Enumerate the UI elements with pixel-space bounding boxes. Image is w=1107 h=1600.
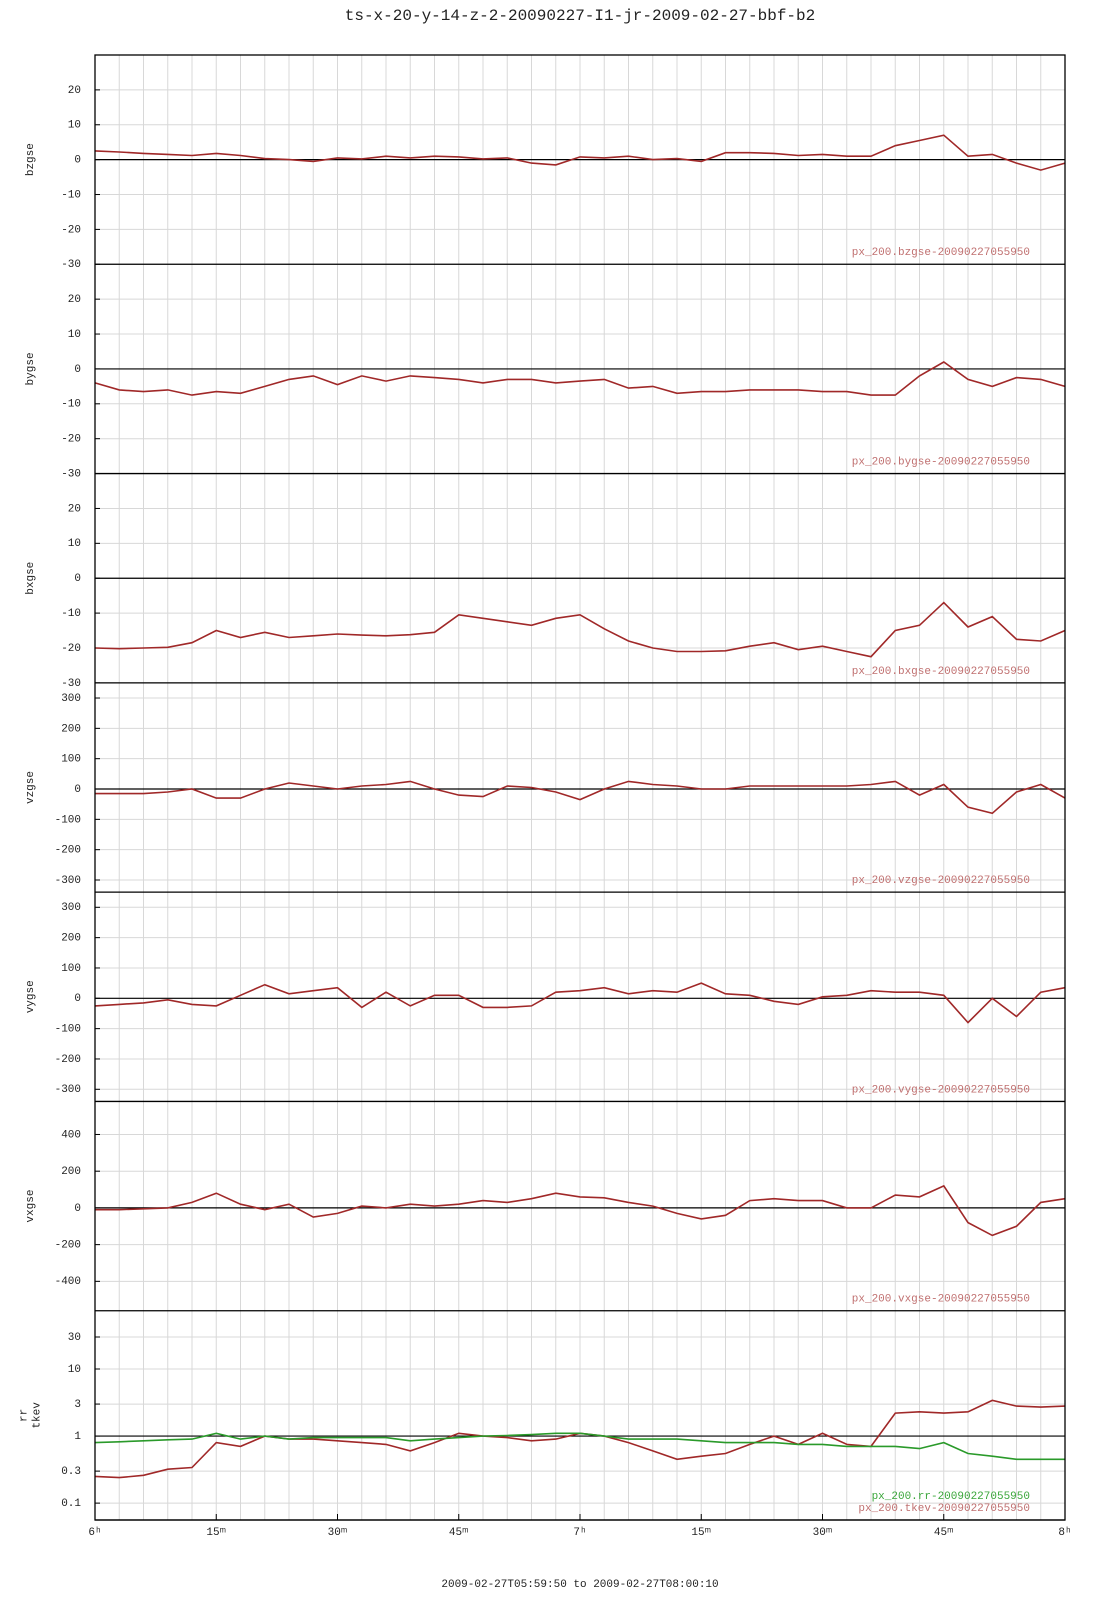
annotation: px_200.bzgse-20090227055950 xyxy=(852,247,1030,259)
y-tick-label: -10 xyxy=(61,399,81,411)
y-tick-label: -300 xyxy=(55,1084,81,1096)
x-tick-label: 30ᵐ xyxy=(813,1527,833,1539)
y-tick-label: -20 xyxy=(61,643,81,655)
y-axis-label: bxgse xyxy=(25,562,37,595)
y-tick-label: 10 xyxy=(68,1364,81,1376)
y-tick-label: 200 xyxy=(61,933,81,945)
y-tick-label: 3 xyxy=(74,1399,81,1411)
y-tick-label: -200 xyxy=(55,845,81,857)
x-tick-label: 8ʰ xyxy=(1058,1527,1071,1539)
x-tick-label: 45ᵐ xyxy=(934,1527,954,1539)
y-axis-label: bygse xyxy=(25,352,37,385)
x-axis-label: 2009-02-27T05:59:50 to 2009-02-27T08:00:… xyxy=(441,1579,718,1591)
y-tick-label: 20 xyxy=(68,85,81,97)
y-tick-label: 0 xyxy=(74,155,81,167)
y-tick-label: -300 xyxy=(55,875,81,887)
y-axis-label: vxgse xyxy=(25,1190,37,1223)
chart-title: ts-x-20-y-14-z-2-20090227-I1-jr-2009-02-… xyxy=(345,7,815,25)
y-tick-label: 300 xyxy=(61,902,81,914)
annotation: px_200.bygse-20090227055950 xyxy=(852,456,1030,468)
y-tick-label: 200 xyxy=(61,723,81,735)
y-tick-label: 100 xyxy=(61,754,81,766)
x-tick-label: 45ᵐ xyxy=(449,1527,469,1539)
y-tick-label: -100 xyxy=(55,814,81,826)
x-tick-label: 15ᵐ xyxy=(206,1527,226,1539)
annotation: px_200.rr-20090227055950 xyxy=(872,1491,1030,1503)
y-tick-label: 200 xyxy=(61,1166,81,1178)
y-axis-label: vzgse xyxy=(25,771,37,804)
y-tick-label: 20 xyxy=(68,503,81,515)
series-line xyxy=(94,134,1066,171)
y-tick-label: 0.3 xyxy=(61,1466,81,1478)
y-tick-label: 0 xyxy=(74,364,81,376)
annotation: px_200.vzgse-20090227055950 xyxy=(852,875,1030,887)
y-tick-label: -400 xyxy=(55,1276,81,1288)
y-axis-label: bzgse xyxy=(25,143,37,176)
y-tick-label: -10 xyxy=(61,608,81,620)
annotation: px_200.vygse-20090227055950 xyxy=(852,1084,1030,1096)
annotation: px_200.bxgse-20090227055950 xyxy=(852,666,1030,678)
series-line xyxy=(94,982,1066,1024)
series-line xyxy=(94,601,1066,658)
y-tick-label: -20 xyxy=(61,224,81,236)
y-tick-label: 20 xyxy=(68,294,81,306)
y-axis-label: rr xyxy=(18,1409,30,1422)
y-tick-label: 0 xyxy=(74,993,81,1005)
y-tick-label: 10 xyxy=(68,329,81,341)
y-tick-label: 0 xyxy=(74,1203,81,1215)
y-axis-label: vygse xyxy=(25,980,37,1013)
y-tick-label: -30 xyxy=(61,259,81,271)
y-tick-label: -30 xyxy=(61,468,81,480)
annotation: px_200.vxgse-20090227055950 xyxy=(852,1294,1030,1306)
series-line xyxy=(94,361,1066,396)
annotation: px_200.tkev-20090227055950 xyxy=(858,1503,1030,1515)
y-tick-label: -100 xyxy=(55,1024,81,1036)
y-tick-label: -20 xyxy=(61,434,81,446)
y-tick-label: -30 xyxy=(61,678,81,690)
x-tick-label: 7ʰ xyxy=(573,1527,586,1539)
series-line xyxy=(95,1184,1066,1237)
x-tick-label: 15ᵐ xyxy=(691,1527,711,1539)
x-tick-label: 6ʰ xyxy=(88,1527,101,1539)
series-line xyxy=(95,780,1066,815)
y-axis-label: tkev xyxy=(31,1402,43,1429)
y-tick-label: 300 xyxy=(61,693,81,705)
x-tick-label: 30ᵐ xyxy=(328,1527,348,1539)
y-tick-label: -200 xyxy=(55,1054,81,1066)
y-tick-label: 0.1 xyxy=(61,1498,81,1510)
y-tick-label: -10 xyxy=(61,189,81,201)
y-tick-label: 0 xyxy=(74,573,81,585)
series-line xyxy=(94,1432,1065,1461)
y-tick-label: 10 xyxy=(68,120,81,132)
y-tick-label: -200 xyxy=(55,1240,81,1252)
y-tick-label: 30 xyxy=(68,1332,81,1344)
y-tick-label: 0 xyxy=(74,784,81,796)
y-tick-label: 1 xyxy=(74,1431,81,1443)
y-tick-label: 400 xyxy=(61,1129,81,1141)
y-tick-label: 10 xyxy=(68,538,81,550)
y-tick-label: 100 xyxy=(61,963,81,975)
